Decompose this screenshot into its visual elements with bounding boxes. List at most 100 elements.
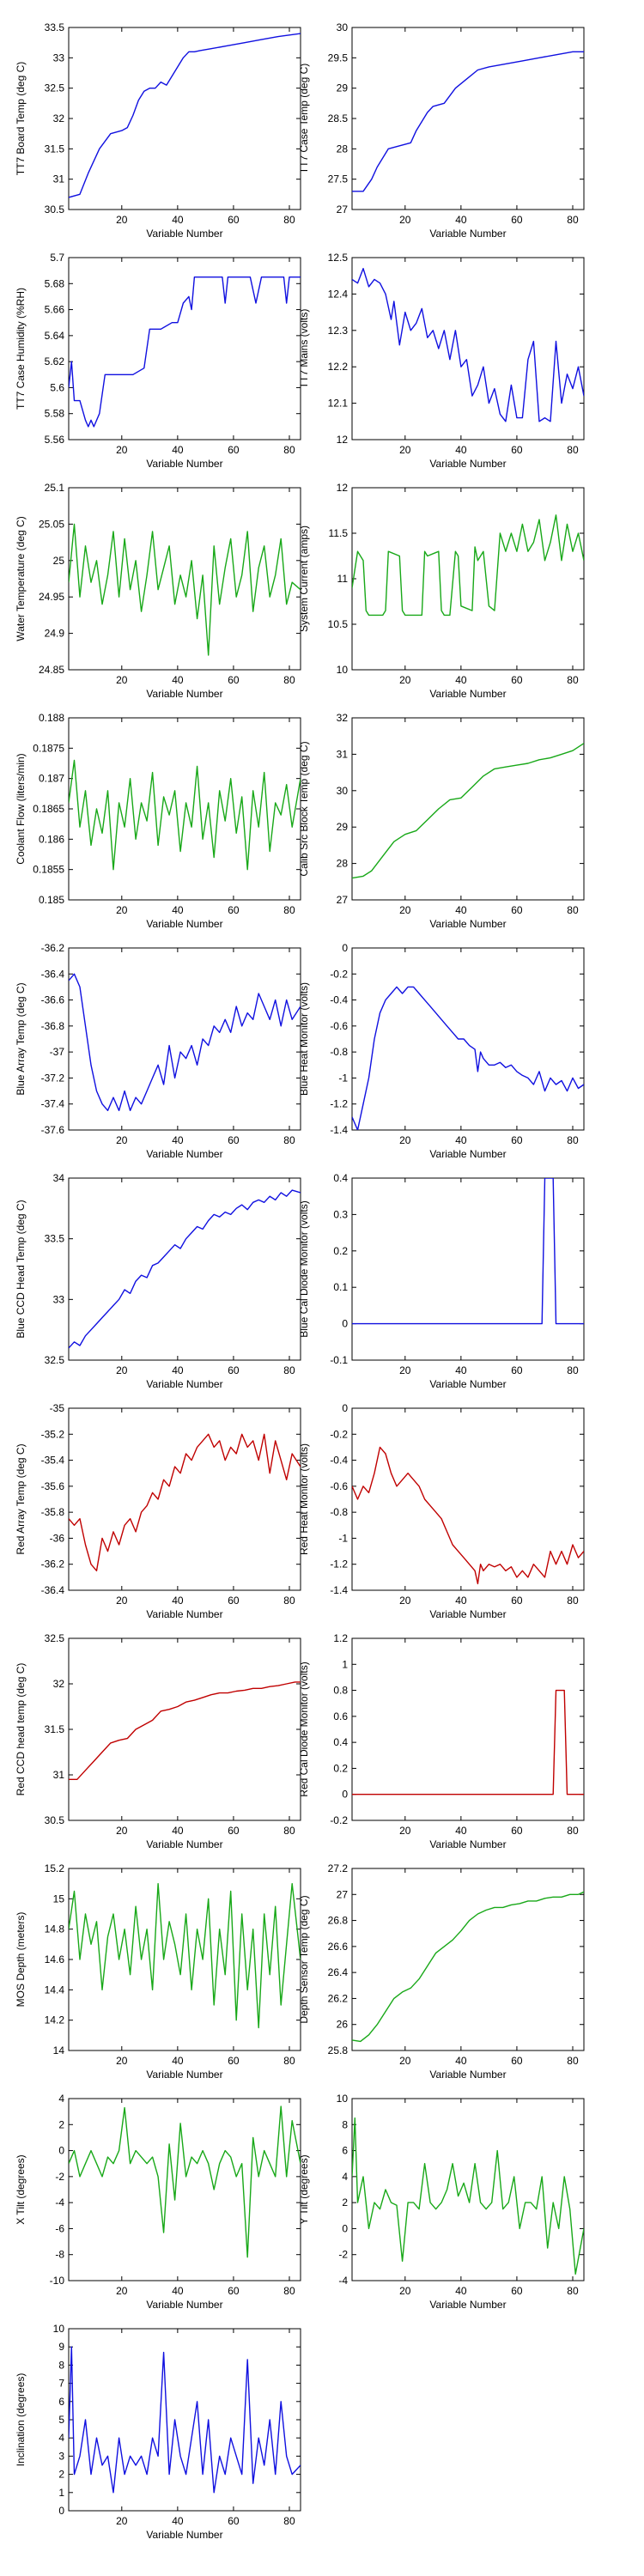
y-tick-label: 0 bbox=[342, 1789, 348, 1801]
y-tick-label: 28 bbox=[337, 858, 349, 870]
subplot: 20 40 60 80 -1.4 -1.2 -1 -0.8 -0.6 -0.4 -0.2 0 Varia… bbox=[298, 1402, 585, 1620]
y-tick-label: 5 bbox=[58, 2414, 64, 2426]
y-tick-label: 2 bbox=[342, 2196, 348, 2208]
x-axis-label: Variable Number bbox=[146, 1148, 222, 1160]
y-tick-label: 30.5 bbox=[45, 1814, 65, 1826]
y-axis-label: X Tilt (degrees) bbox=[15, 2154, 27, 2224]
axes-frame bbox=[68, 1868, 301, 2051]
x-tick-label: 60 bbox=[511, 214, 523, 226]
axes-frame bbox=[351, 717, 585, 901]
x-tick-label: 80 bbox=[283, 904, 295, 916]
y-axis-label: TT7 Mains (volts) bbox=[298, 309, 310, 389]
y-tick-label: 27.2 bbox=[328, 1862, 349, 1874]
y-tick-label: 0 bbox=[342, 2222, 348, 2234]
axes-frame bbox=[68, 947, 301, 1131]
x-axis-label: Variable Number bbox=[146, 458, 222, 470]
y-tick-label: 26.4 bbox=[328, 1966, 349, 1978]
series-line bbox=[69, 759, 301, 871]
y-tick-label: 0.188 bbox=[39, 712, 64, 724]
y-tick-label: 28.5 bbox=[328, 112, 349, 125]
y-tick-label: 0 bbox=[342, 1402, 348, 1414]
subplot: 20 40 60 80 -37.6 -37.4 -37.2 -37 -36.8 -36.6 -36.… bbox=[15, 942, 301, 1160]
y-tick-label: 14.8 bbox=[45, 1923, 65, 1935]
y-tick-label: 2 bbox=[58, 2118, 64, 2130]
y-tick-label: 12.1 bbox=[328, 398, 349, 410]
y-axis-label: Red Heat Monitor (volts) bbox=[298, 1443, 310, 1555]
y-tick-label: -0.6 bbox=[330, 1480, 348, 1492]
y-tick-label: 0.2 bbox=[333, 1245, 348, 1257]
subplot: 20 40 60 80 24.85 24.9 24.95 25 25.05 25.1 Variabl… bbox=[15, 482, 301, 700]
x-axis-label: Variable Number bbox=[429, 2299, 506, 2311]
y-tick-label: 5.62 bbox=[45, 355, 65, 368]
y-tick-label: 24.95 bbox=[39, 591, 64, 603]
y-tick-label: 3 bbox=[58, 2450, 64, 2462]
y-tick-label: -35 bbox=[50, 1402, 65, 1414]
y-axis-label: Blue CCD Head Temp (deg C) bbox=[15, 1200, 27, 1338]
y-tick-label: 0.2 bbox=[333, 1762, 348, 1774]
y-tick-label: 0.1 bbox=[333, 1281, 348, 1293]
x-tick-label: 80 bbox=[567, 2285, 579, 2297]
y-tick-label: 31.5 bbox=[45, 143, 65, 155]
x-tick-label: 40 bbox=[455, 1595, 467, 1607]
subplot: 20 40 60 80 -1.4 -1.2 -1 -0.8 -0.6 -0.4 -0.2 0 Varia… bbox=[298, 942, 585, 1160]
series-line bbox=[352, 1446, 584, 1585]
subplot: 20 40 60 80 5.56 5.58 5.6 5.62 5.64 5.66 5.68 5.7 Va… bbox=[15, 252, 301, 470]
y-tick-label: 11.5 bbox=[329, 527, 349, 539]
y-axis-label: Inclination (degrees) bbox=[15, 2373, 27, 2467]
y-tick-label: 32 bbox=[53, 112, 65, 125]
y-axis-label: TT7 Board Temp (deg C) bbox=[15, 62, 27, 176]
x-axis-label: Variable Number bbox=[429, 1378, 506, 1390]
y-tick-label: -37.6 bbox=[41, 1124, 65, 1136]
y-tick-label: 14.6 bbox=[45, 1953, 65, 1965]
y-tick-label: 15.2 bbox=[45, 1862, 65, 1874]
y-axis-label: Water Temperature (deg C) bbox=[15, 516, 27, 641]
y-tick-label: 0.3 bbox=[333, 1208, 348, 1220]
x-tick-label: 60 bbox=[228, 1364, 240, 1376]
y-tick-label: 4 bbox=[342, 2171, 348, 2183]
x-tick-label: 80 bbox=[567, 1595, 579, 1607]
x-tick-label: 60 bbox=[511, 1364, 523, 1376]
x-tick-label: 60 bbox=[511, 444, 523, 456]
y-tick-label: -0.2 bbox=[330, 1814, 348, 1826]
subplot: 20 40 60 80 30.5 31 31.5 32 32.5 Variable Number R… bbox=[15, 1632, 301, 1850]
y-tick-label: -8 bbox=[55, 2249, 64, 2261]
x-tick-label: 80 bbox=[283, 444, 295, 456]
y-tick-label: 27 bbox=[337, 204, 349, 216]
series-line bbox=[69, 1433, 301, 1572]
y-tick-label: 0.1875 bbox=[33, 742, 64, 754]
y-axis-label: TT7 Case Temp (deg C) bbox=[298, 64, 310, 174]
y-tick-label: -36 bbox=[50, 1532, 65, 1544]
y-tick-label: -36.8 bbox=[41, 1020, 65, 1032]
x-tick-label: 80 bbox=[567, 444, 579, 456]
x-tick-label: 20 bbox=[116, 2285, 128, 2297]
y-tick-label: -36.4 bbox=[41, 1584, 65, 1596]
y-tick-label: -0.2 bbox=[330, 968, 348, 980]
x-tick-label: 60 bbox=[511, 1134, 523, 1146]
y-tick-label: 25.05 bbox=[39, 518, 64, 530]
y-tick-label: 4 bbox=[58, 2432, 64, 2444]
y-tick-label: 27 bbox=[337, 1888, 349, 1900]
y-tick-label: -2 bbox=[55, 2171, 64, 2183]
axes-frame bbox=[351, 1637, 585, 1821]
x-tick-label: 20 bbox=[399, 214, 411, 226]
y-tick-label: 14 bbox=[53, 2044, 65, 2057]
y-tick-label: 31 bbox=[53, 1769, 65, 1781]
series-line bbox=[69, 973, 301, 1112]
y-tick-label: 8 bbox=[58, 2359, 64, 2371]
x-axis-label: Variable Number bbox=[146, 2299, 222, 2311]
x-tick-label: 80 bbox=[567, 2055, 579, 2067]
y-tick-label: 26.6 bbox=[328, 1941, 349, 1953]
x-tick-label: 20 bbox=[116, 1364, 128, 1376]
x-tick-label: 20 bbox=[399, 1134, 411, 1146]
y-axis-label: Blue Array Temp (deg C) bbox=[15, 982, 27, 1095]
y-tick-label: -0.4 bbox=[330, 994, 348, 1006]
x-axis-label: Variable Number bbox=[146, 1378, 222, 1390]
y-tick-label: -1.4 bbox=[330, 1584, 348, 1596]
axes-frame bbox=[351, 2098, 585, 2281]
axes-frame bbox=[351, 1868, 585, 2051]
series-line bbox=[69, 523, 301, 656]
x-tick-label: 20 bbox=[399, 1595, 411, 1607]
x-tick-label: 20 bbox=[116, 1134, 128, 1146]
x-tick-label: 20 bbox=[399, 1364, 411, 1376]
x-axis-label: Variable Number bbox=[429, 1608, 506, 1620]
